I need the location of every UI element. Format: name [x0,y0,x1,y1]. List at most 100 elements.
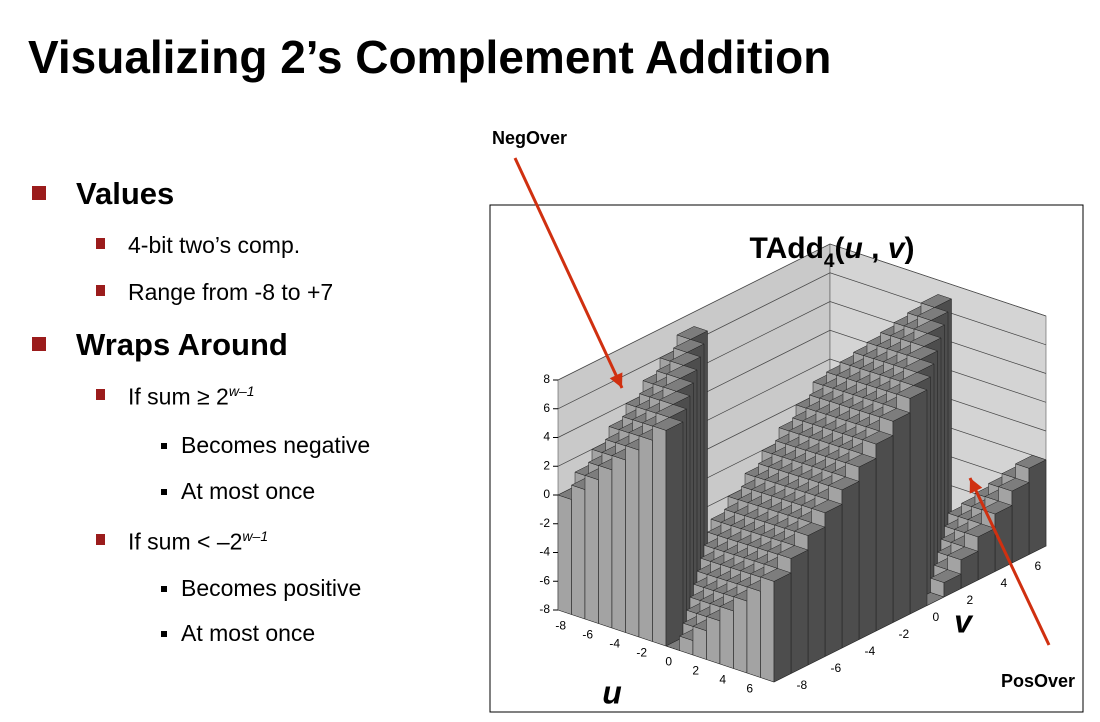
z-tick-label: -8 [539,602,550,616]
z-tick-label: 0 [543,487,550,501]
bar [651,417,684,647]
z-tick-label: -4 [539,545,550,559]
bar-top [861,430,894,445]
z-tick-label: 6 [543,401,550,415]
arrow-line [968,477,1051,646]
arrow-head [969,478,983,494]
sub-bullet: 4-bit two’s comp. [95,232,301,258]
superscript: w–1 [228,383,255,399]
annotation: NegOver [492,128,567,148]
bar-front [760,576,775,683]
bar-top [658,391,691,405]
x-tick-label: -4 [609,636,620,650]
bar-front [625,445,640,638]
bar-side [824,503,843,657]
bullet: Values [31,176,175,211]
bar-top [916,307,949,321]
superscript: w–1 [242,528,269,544]
z-tick-label: -2 [539,516,550,530]
title-args: ) [905,232,915,265]
sub-sub-bullet: Becomes negative [160,432,371,458]
bar-side [858,458,877,640]
bar-front [571,484,586,620]
chart-title: TAdd4(u , v) [749,232,914,272]
bar-front [611,455,626,633]
bar-top [662,378,695,392]
bar-front [706,616,721,665]
x-tick-label: 6 [746,681,753,695]
y-axis-label: v [954,603,974,639]
title-args: v [888,232,907,265]
bar-front [638,435,653,642]
bar-side [892,412,911,623]
bar-top [946,546,979,561]
y-tick-label: 0 [933,610,940,624]
bar-front [733,596,748,674]
bar-top [651,417,684,431]
x-tick-label: -2 [636,645,647,659]
bar-top [827,476,860,491]
z-tick-label: 4 [543,430,550,444]
bar-top [810,499,843,514]
grid-line [557,272,1047,410]
bar-top [980,500,1013,515]
bar-top [669,352,702,366]
title-args: ( [834,232,844,265]
bullet-text: If sum ≥ 2 [128,383,229,410]
x-axis-label: u [602,674,622,710]
bar-top [676,326,709,340]
bar-front [692,625,707,660]
bars [557,294,1047,683]
bullet-text: If sum < –2 [128,528,243,555]
z-tick-label: 2 [543,458,550,472]
bar-top [844,453,877,468]
x-tick-label: -6 [582,627,593,641]
y-tick-label: -8 [797,678,808,692]
bar-front [719,606,734,669]
bar-side [790,549,809,674]
bar-side [773,572,792,683]
bar-side [875,435,894,632]
bar-top [672,339,705,353]
bar-top [1014,455,1047,469]
sub-bullet: If sum < –2w–1 [95,528,269,556]
title-args: u [844,232,862,265]
sub-sub-bullet: Becomes positive [160,575,362,601]
y-tick-label: -2 [899,627,910,641]
chart-frame [489,204,1084,713]
bar-front [598,465,613,629]
bullet: Wraps Around [32,327,288,362]
bar-side [807,526,826,666]
title-args: , [863,232,888,265]
bar-front [652,425,667,647]
y-tick-label: 6 [1035,559,1042,573]
sub-bullet: Range from -8 to +7 [95,279,334,305]
bar-top [776,545,809,559]
x-tick-label: 0 [665,654,672,668]
bar-top [899,372,932,386]
title-text: TAdd [749,232,823,265]
bar-side [977,527,996,581]
arrows [513,157,1051,646]
bar-side [909,389,928,615]
bar-top [913,320,946,334]
bar-side [665,421,684,647]
x-tick-label: 4 [719,672,726,686]
x-tick-label: -8 [555,618,566,632]
z-tick-label: -6 [539,573,550,587]
bar-top [929,569,962,583]
x-tick-label: 2 [692,663,699,677]
y-tick-label: 4 [1001,576,1008,590]
bar-side [1028,459,1047,555]
bar-top [895,385,928,399]
bar-top [909,333,942,347]
bar-side [841,480,860,649]
bar-front [746,586,761,678]
slide-title: Visualizing 2’s Complement Addition [28,31,832,83]
grid-line [557,243,1047,381]
bar-top [655,404,688,418]
bar-top [759,568,792,582]
sub-sub-bullet: At most once [160,478,316,504]
